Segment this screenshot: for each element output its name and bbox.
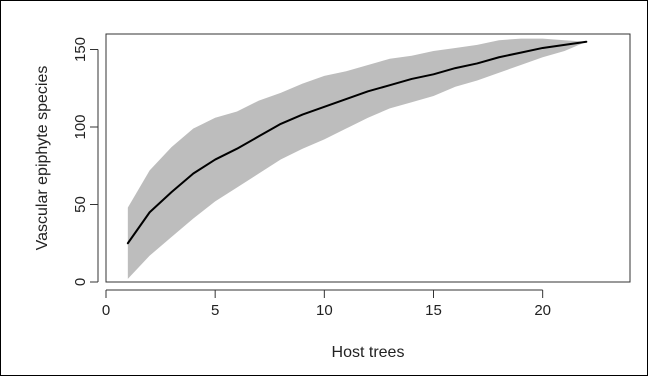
x-tick-label: 20 [534, 302, 551, 319]
rarefaction-curve [126, 40, 588, 245]
x-tick-label: 0 [102, 302, 110, 319]
x-tick-label: 15 [425, 302, 442, 319]
x-tick-label: 10 [316, 302, 333, 319]
plot-box [105, 33, 631, 283]
y-axis-label: Vascular epiphyte species [34, 66, 51, 251]
confidence-band [127, 38, 587, 279]
y-tick-label: 150 [72, 37, 89, 62]
y-tick-label: 0 [72, 278, 89, 286]
x-axis-label: Host trees [332, 344, 405, 361]
x-axis: 0 5 10 15 20 [102, 289, 551, 319]
confidence-band-group [127, 38, 587, 279]
rarefaction-line-group [126, 40, 588, 245]
y-axis: 0 50 100 150 [72, 37, 99, 286]
y-tick-label: 50 [72, 196, 89, 213]
y-tick-label: 100 [72, 114, 89, 139]
x-tick-label: 5 [211, 302, 219, 319]
